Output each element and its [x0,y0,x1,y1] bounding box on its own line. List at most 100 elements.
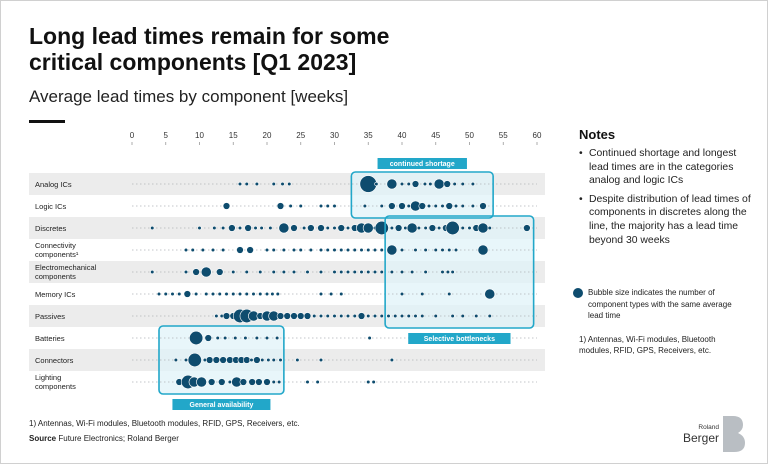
data-bubble [187,352,202,368]
data-bubble [221,225,226,231]
data-bubble [477,244,489,256]
data-bubble [298,203,303,209]
data-bubble [433,178,445,190]
data-bubble [264,291,270,297]
data-bubble [290,224,298,232]
data-bubble [183,357,189,363]
data-bubble [487,225,492,231]
data-bubble [318,203,324,209]
data-bubble [276,202,285,210]
data-bubble [263,378,271,386]
title-rule [29,120,65,123]
data-bubble [337,224,345,232]
data-bubble [477,222,489,234]
highlight-label: continued shortage [390,161,455,168]
source-text: Future Electronics; Roland Berger [58,434,179,443]
footnote: 1) Antennas, Wi-Fi modules, Bluetooth mo… [29,419,300,428]
highlight-border [350,171,494,219]
data-bubble [253,225,258,231]
data-bubble [325,247,330,253]
data-bubble [214,313,219,319]
data-bubble [367,335,372,341]
data-bubble [366,379,371,385]
data-bubble [450,313,455,319]
data-bubble [394,224,403,232]
data-bubble [357,312,366,320]
data-bubble [386,313,391,319]
data-bubble [423,269,428,275]
data-bubble [411,180,420,188]
data-bubble [393,313,398,319]
data-bubble [339,269,344,275]
data-bubble [303,312,312,320]
data-bubble [276,312,285,320]
data-bubble [227,379,232,385]
data-bubble [447,247,452,253]
data-bubble [366,269,371,275]
data-bubble [453,203,459,209]
x-tick-label: 55 [499,131,508,140]
data-bubble [254,335,259,341]
data-bubble [254,181,259,187]
data-bubble [318,291,324,297]
data-bubble [231,269,236,275]
data-bubble [413,313,418,319]
data-bubble [389,357,394,363]
data-bubble [280,181,285,187]
data-bubble [200,247,205,253]
data-bubble [183,269,189,275]
data-bubble [173,357,178,363]
data-bubble [452,181,457,187]
data-bubble [440,269,445,275]
data-bubble [244,224,252,232]
source-label: Source [29,434,57,443]
data-bubble [420,313,425,319]
data-bubble [339,313,344,319]
category-label: Passives [35,312,65,321]
data-bubble [207,378,216,386]
data-bubble [249,357,254,363]
data-bubble [243,335,248,341]
data-bubble [271,247,276,253]
category-label: Electromechanical components [35,263,97,281]
data-bubble [374,181,379,187]
data-bubble [345,225,351,231]
data-bubble [399,247,405,253]
data-bubble [243,356,251,364]
highlight-box [385,216,534,328]
data-bubble [218,378,226,386]
data-bubble [296,312,305,320]
data-bubble [258,291,263,297]
highlight-tag [377,158,467,169]
data-bubble [318,357,324,363]
data-bubble [345,313,351,319]
data-bubble [372,313,378,319]
data-bubble [437,225,442,231]
data-bubble [388,202,396,210]
data-bubble [484,288,496,300]
data-bubble [359,247,364,253]
category-label: Analog ICs [35,180,72,189]
data-bubble [239,378,248,386]
notes-title: Notes [579,127,616,142]
x-tick-label: 15 [229,131,238,140]
data-bubble [236,246,244,254]
data-bubble [307,224,315,232]
x-tick-label: 10 [195,131,204,140]
data-bubble [228,224,236,232]
data-bubble [428,224,437,232]
data-bubble [258,269,263,275]
data-bubble [163,291,168,297]
x-tick-label: 35 [364,131,373,140]
data-bubble [308,247,313,253]
data-bubble [332,269,337,275]
data-bubble [445,220,460,236]
data-bubble [204,334,213,342]
data-bubble [290,312,298,320]
data-bubble [487,313,492,319]
data-bubble [212,225,217,231]
data-bubble [189,330,204,346]
data-bubble [150,225,155,231]
data-bubble [264,335,270,341]
data-bubble [422,181,428,187]
